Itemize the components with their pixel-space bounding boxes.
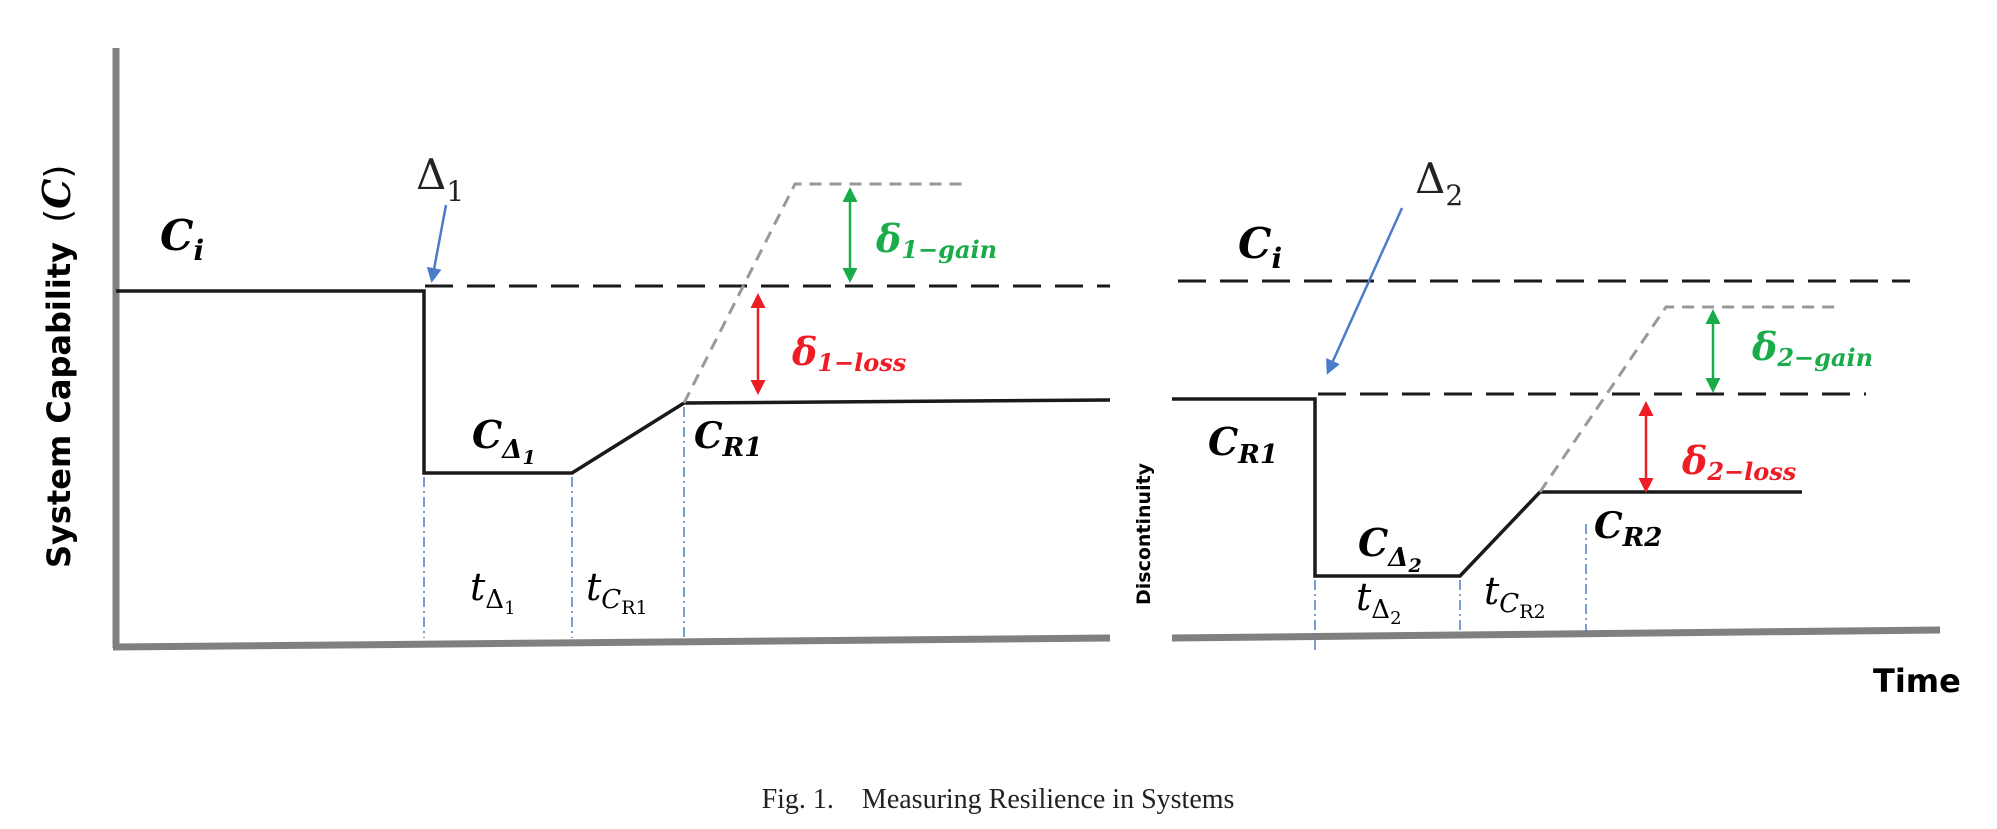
p1-t-disruption-label: tΔ1 xyxy=(470,565,516,619)
p2-recovered-base: C xyxy=(1594,505,1623,547)
p1-initial-sub: i xyxy=(193,234,204,267)
p1-degraded-base: C xyxy=(472,412,502,457)
p1-loss-sub: 1−loss xyxy=(817,348,906,377)
p2-start-label: CR1 xyxy=(1208,419,1278,470)
p1-disruption-base: Δ xyxy=(416,150,446,199)
p2-initial-base: C xyxy=(1238,219,1272,268)
p2-loss-base: δ xyxy=(1681,438,1707,483)
y-axis-open-paren: ( xyxy=(38,209,79,223)
figure-caption: Fig. 1. Measuring Resilience in Systems xyxy=(762,784,1235,815)
p2-t-recovery-sub: C xyxy=(1499,589,1519,619)
p2-gain-base: δ xyxy=(1751,324,1777,369)
p1-projected-recovery xyxy=(682,182,968,404)
p2-initial-label: Ci xyxy=(1238,219,1282,275)
p1-capability-curve xyxy=(116,289,1111,475)
p2-degraded-label: CΔ2 xyxy=(1358,520,1422,577)
p1-gain-sub: 1−gain xyxy=(901,235,997,264)
p1-t-disruption-sub: Δ xyxy=(485,585,504,615)
p2-recovered-label: CR2 xyxy=(1594,505,1662,553)
p1-disruption-arrow xyxy=(426,204,448,283)
axes xyxy=(112,48,1941,651)
p1-gain-label: δ1−gain xyxy=(875,216,997,264)
p2-disruption-sub: 2 xyxy=(1445,179,1463,212)
p1-disruption-sub: 1 xyxy=(446,175,464,208)
p2-initial-sub: i xyxy=(1271,242,1282,275)
p1-disruption-label: Δ1 xyxy=(416,150,464,208)
p2-capability-curve xyxy=(1172,397,1802,578)
panel-1: Δ1 Ci CΔ1 CR1 δ1−gain δ1−loss tΔ1 tCR1 xyxy=(116,150,1111,638)
p1-t-recovery-subsub: R1 xyxy=(621,597,647,619)
p1-loss-label: δ1−loss xyxy=(791,329,907,377)
y-axis-symbol: C xyxy=(34,179,79,209)
p2-disruption-label: Δ2 xyxy=(1415,154,1463,212)
p1-loss-base: δ xyxy=(791,329,817,374)
p2-t-disruption-sub: Δ xyxy=(1371,595,1390,625)
p1-recovered-base: C xyxy=(694,415,723,457)
p2-gain-sub: 2−gain xyxy=(1776,343,1873,372)
discontinuity-label: Discontinuity xyxy=(1133,462,1155,605)
x-axis-label: Time xyxy=(1873,662,1961,700)
p2-t-recovery-subsub: R2 xyxy=(1519,601,1545,623)
y-axis-label-text: System Capability xyxy=(40,242,78,568)
p2-t-disruption-label: tΔ2 xyxy=(1356,575,1402,629)
p2-degraded-base: C xyxy=(1358,520,1388,565)
p2-start-base: C xyxy=(1208,419,1238,464)
p2-t-recovery-label: tCR2 xyxy=(1484,569,1546,623)
p2-degraded-sub: Δ xyxy=(1386,543,1408,573)
y-axis-close-paren: ) xyxy=(38,165,79,179)
p1-t-recovery-sub: C xyxy=(601,585,621,615)
p2-disruption-arrow xyxy=(1326,207,1404,375)
p2-t-disruption-subsub: 2 xyxy=(1390,608,1401,629)
panel-2: Δ2 Ci CR1 CΔ2 CR2 δ2−gain δ2−loss tΔ2 tC… xyxy=(1172,154,1910,650)
p1-t-recovery-base: t xyxy=(586,565,602,609)
p2-start-sub: R1 xyxy=(1237,440,1278,470)
p2-gain-label: δ2−gain xyxy=(1751,324,1873,372)
x-axis-right xyxy=(1171,626,1941,642)
p2-t-disruption-base: t xyxy=(1356,575,1372,619)
p1-gain-base: δ xyxy=(875,216,901,261)
p2-recovered-sub: R2 xyxy=(1622,523,1663,553)
p1-degraded-subsub: 1 xyxy=(522,447,535,469)
y-axis-label: System Capability (C) xyxy=(34,165,79,568)
p2-projected-recovery xyxy=(1538,305,1842,493)
p1-degraded-sub: Δ xyxy=(500,435,522,465)
p2-loss-label: δ2−loss xyxy=(1681,438,1797,486)
p1-initial-base: C xyxy=(160,211,194,260)
p1-t-disruption-base: t xyxy=(470,565,486,609)
caption-label: Fig. 1. xyxy=(762,784,834,815)
p2-loss-sub: 2−loss xyxy=(1706,457,1796,486)
p1-t-disruption-subsub: 1 xyxy=(504,598,515,619)
p1-recovered-label: CR1 xyxy=(694,415,762,463)
p2-disruption-base: Δ xyxy=(1415,154,1445,203)
x-axis-left xyxy=(112,634,1111,651)
p2-t-recovery-base: t xyxy=(1484,569,1500,613)
p2-degraded-subsub: 2 xyxy=(1407,555,1421,577)
p1-t-recovery-label: tCR1 xyxy=(586,565,648,619)
p1-degraded-label: CΔ1 xyxy=(472,412,536,469)
p1-recovered-sub: R1 xyxy=(722,433,763,463)
p1-initial-label: Ci xyxy=(160,211,204,267)
caption-text: Measuring Resilience in Systems xyxy=(862,784,1235,815)
